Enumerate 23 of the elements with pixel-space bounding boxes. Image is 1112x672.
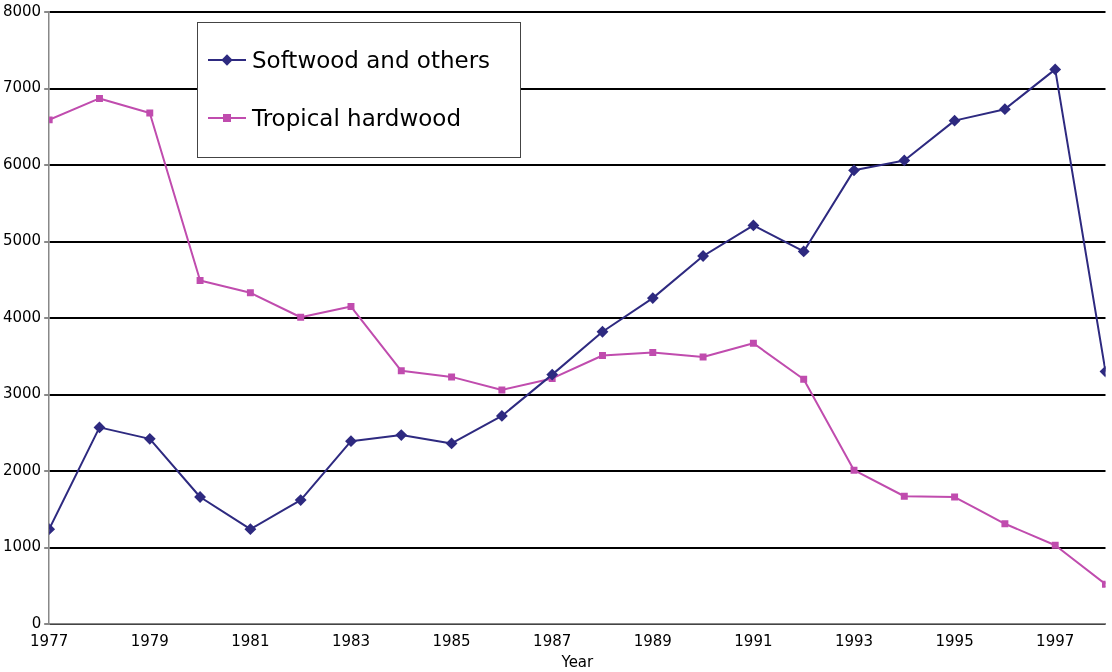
legend-label: Tropical hardwood [252, 105, 461, 131]
x-tick-label: 1997 [1036, 631, 1075, 650]
x-tick-label: 1977 [30, 631, 69, 650]
x-tick-label: 1991 [734, 631, 773, 650]
y-tick-label: 5000 [2, 231, 42, 250]
x-tick-label: 1981 [231, 631, 270, 650]
x-tick-label: 1989 [633, 631, 672, 650]
x-tick-label: 1987 [533, 631, 572, 650]
x-axis-title: Year [560, 652, 595, 671]
x-tick-label: 1993 [834, 631, 874, 650]
legend-label: Softwood and others [252, 47, 491, 73]
y-tick-label: 6000 [2, 154, 42, 173]
x-tick-label: 1983 [331, 631, 371, 650]
y-tick-label: 2000 [2, 460, 42, 479]
x-tick-label: 1995 [935, 631, 974, 650]
y-tick-label: 7000 [2, 78, 42, 97]
y-tick-label: 4000 [2, 307, 42, 326]
y-tick-label: 1000 [2, 537, 42, 556]
x-tick-label: 1985 [432, 631, 471, 650]
y-tick-label: 3000 [2, 384, 42, 403]
x-tick-label: 1979 [130, 631, 169, 650]
y-tick-label: 8000 [2, 1, 42, 20]
y-tick-label: 0 [31, 613, 42, 632]
